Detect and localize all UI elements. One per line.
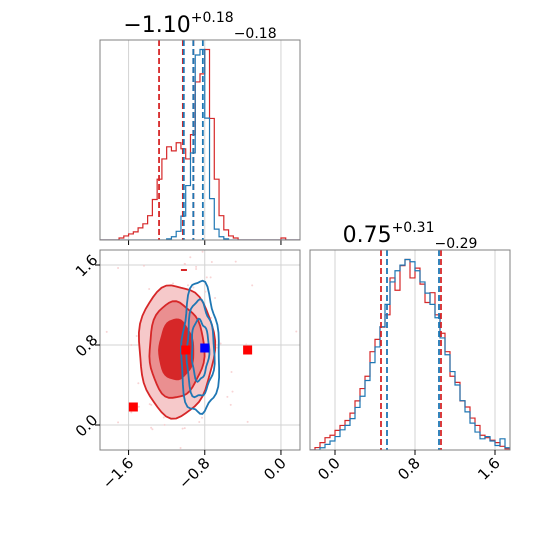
p1-title-sub: −0.18 xyxy=(234,26,277,42)
p1-frame xyxy=(99,39,301,241)
p3-xtick-label-0: 0.0 xyxy=(314,454,344,484)
p3-xtick-label-1: 0.8 xyxy=(394,454,424,484)
p2-scatter-point xyxy=(183,262,186,265)
p3-content xyxy=(310,250,510,450)
p2-scatter-point xyxy=(201,250,204,253)
p3-xticks: 0.0 0.8 1.6 xyxy=(314,450,504,484)
p2-red-fill-2 xyxy=(159,319,194,380)
p2-scatter-point xyxy=(186,284,189,287)
p2-scatter-point xyxy=(183,427,186,430)
p2-scatter-point xyxy=(245,343,248,346)
p1-hist-blue xyxy=(100,48,300,240)
p2-scatter-point xyxy=(117,266,120,269)
p1-hist-red xyxy=(100,48,300,240)
p2-scatter-point xyxy=(189,256,192,259)
p2-xtick-label-1: −0.8 xyxy=(175,454,213,492)
p2-scatter-point xyxy=(204,290,207,293)
p2-scatter-point xyxy=(192,286,195,289)
p2-scatter-point xyxy=(142,264,145,267)
p3-hist-red xyxy=(310,258,510,450)
p2-scatter-point xyxy=(195,268,198,271)
p2-xticks: −1.6 −0.8 0.0 xyxy=(99,450,290,493)
p2-ytick-label-0: 0.0 xyxy=(72,411,102,441)
p2-scatter-point xyxy=(105,330,108,333)
p2-scatter-point xyxy=(148,288,151,291)
p2-scatter-point xyxy=(163,423,166,426)
p1-title: −1.10+0.18−0.18 xyxy=(123,10,276,42)
p2-ytick-label-2: 1.6 xyxy=(72,251,102,281)
p3-title: 0.75+0.31−0.29 xyxy=(343,220,478,252)
p2-scatter-point xyxy=(150,426,153,429)
p2-marker-1 xyxy=(181,345,191,355)
p2-scatter-point xyxy=(229,403,232,406)
p3-xtick-label-2: 1.6 xyxy=(474,454,504,484)
p2-xtick-label-2: 0.0 xyxy=(260,454,290,484)
p2-scatter-point xyxy=(234,260,237,263)
p2-scatter-point xyxy=(229,243,231,245)
p2-content xyxy=(105,190,298,449)
p2-scatter-point xyxy=(172,282,175,285)
p2-scatter-point xyxy=(130,411,133,414)
p2-scatter-point xyxy=(231,390,234,393)
p2-blue-contour-0 xyxy=(190,317,211,383)
p2-scatter-point xyxy=(181,427,184,430)
p2-scatter-point xyxy=(209,276,212,279)
p2-scatter-point xyxy=(219,342,222,345)
p2-scatter-point xyxy=(150,403,153,406)
p2-scatter-point xyxy=(195,265,198,268)
p2-scatter-point xyxy=(201,416,204,419)
p2-scatter-point xyxy=(226,395,229,398)
p2-scatter-point xyxy=(151,428,154,431)
p2-scatter-point xyxy=(210,260,213,263)
p3-title-sup: +0.31 xyxy=(392,220,435,236)
p2-scatter-point xyxy=(205,276,208,279)
p2-scatter-point xyxy=(159,190,161,192)
p2-blue-contour-2 xyxy=(180,279,220,415)
p1-title-main: −1.10 xyxy=(123,13,190,38)
p2-scatter-point xyxy=(230,371,233,374)
p2-scatter-point xyxy=(117,421,120,424)
p2-scatter-point xyxy=(148,403,151,406)
panel-joint-contour: −1.6 −0.8 0.0 0.0 0.8 1.6 xyxy=(72,190,301,493)
p2-marker-3 xyxy=(243,345,253,355)
p3-title-main: 0.75 xyxy=(343,223,392,248)
p2-ytick-label-1: 0.8 xyxy=(72,331,102,361)
panel-x1-histogram: −1.10+0.18−0.18 xyxy=(99,10,301,245)
p2-scatter-point xyxy=(198,421,201,424)
p3-frame xyxy=(309,249,511,451)
p2-yticks: 0.0 0.8 1.6 xyxy=(72,251,102,441)
p1-content xyxy=(100,40,300,240)
p2-xtick-label-0: −1.6 xyxy=(99,454,137,492)
p3-hist-blue xyxy=(310,258,510,450)
p2-scatter-point xyxy=(214,297,217,300)
p2-scatter-point xyxy=(130,344,133,347)
p2-marker-0 xyxy=(128,402,138,412)
p2-red-contour-0 xyxy=(137,284,217,420)
p2-scatter-point xyxy=(251,284,254,287)
p2-scatter-point xyxy=(201,241,203,243)
p2-scatter-point xyxy=(112,209,114,211)
p2-marker-2 xyxy=(200,343,210,353)
p2-frame xyxy=(99,249,301,451)
p1-title-sup: +0.18 xyxy=(191,10,234,26)
p2-scatter-point xyxy=(137,405,140,408)
panel-x2-histogram: 0.0 0.8 1.6 0.75+0.31−0.29 xyxy=(309,220,511,484)
p2-scatter-point xyxy=(179,446,182,449)
p3-title-sub: −0.29 xyxy=(434,236,477,252)
p2-scatter-point xyxy=(162,416,165,419)
p2-scatter-point xyxy=(137,382,140,385)
p2-scatter-point xyxy=(246,420,249,423)
p3-grid xyxy=(334,250,496,450)
p2-scatter-point xyxy=(216,346,219,349)
p2-scatter-point xyxy=(210,316,213,319)
p2-scatter-point xyxy=(295,330,298,333)
p2-scatter-point xyxy=(135,334,138,337)
